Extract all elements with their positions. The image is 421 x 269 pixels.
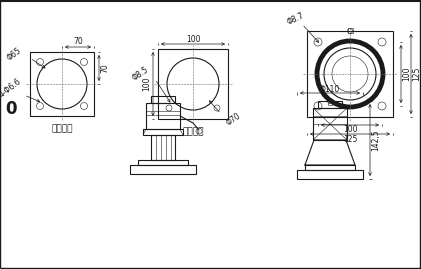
Bar bbox=[151, 135, 175, 160]
Text: 70: 70 bbox=[73, 37, 83, 47]
Text: 底面开孔: 底面开孔 bbox=[182, 127, 204, 136]
Text: Φ110: Φ110 bbox=[320, 84, 340, 94]
Text: 142,5: 142,5 bbox=[371, 129, 381, 151]
Bar bbox=[151, 96, 175, 103]
Text: Φ8.5: Φ8.5 bbox=[131, 65, 151, 83]
Text: 125: 125 bbox=[413, 67, 421, 81]
Bar bbox=[143, 129, 183, 135]
Text: 100: 100 bbox=[186, 34, 200, 44]
Text: Φ65: Φ65 bbox=[5, 46, 23, 62]
Bar bbox=[138, 160, 188, 165]
Text: 0: 0 bbox=[5, 100, 16, 118]
Bar bbox=[347, 28, 352, 33]
Bar bbox=[130, 165, 196, 174]
Text: Φ8.7: Φ8.7 bbox=[286, 11, 306, 27]
Bar bbox=[328, 101, 332, 105]
Text: 4-Φ6.6: 4-Φ6.6 bbox=[0, 77, 23, 100]
Text: Φ70: Φ70 bbox=[225, 111, 243, 127]
Bar bbox=[318, 101, 342, 108]
Text: 100: 100 bbox=[402, 67, 411, 81]
Bar bbox=[313, 108, 347, 140]
Text: 100: 100 bbox=[142, 77, 152, 91]
Bar bbox=[30, 52, 94, 116]
Bar bbox=[146, 103, 180, 129]
Text: 100: 100 bbox=[343, 126, 357, 134]
Text: 70: 70 bbox=[101, 63, 109, 73]
Bar bbox=[158, 49, 228, 119]
Bar bbox=[305, 165, 355, 170]
Bar bbox=[307, 31, 393, 117]
Text: 125: 125 bbox=[343, 134, 357, 143]
Bar bbox=[297, 170, 363, 179]
Text: 笱体开孔: 笱体开孔 bbox=[51, 124, 73, 133]
